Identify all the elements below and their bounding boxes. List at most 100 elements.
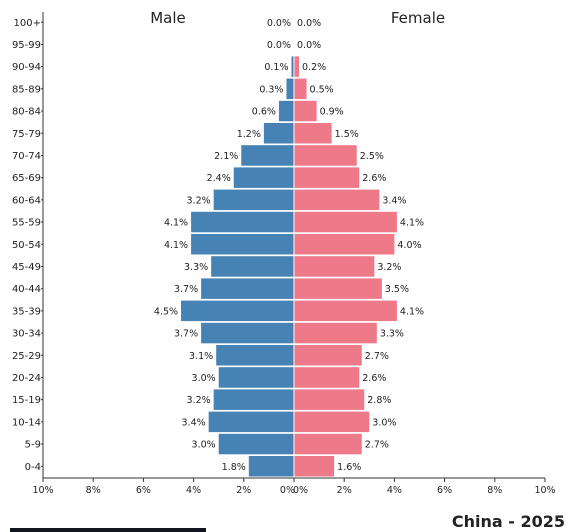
x-tick-label: 4% (186, 485, 201, 496)
age-group-label: 40-44 (12, 284, 41, 295)
age-group-label: 55-59 (12, 218, 41, 229)
female-bar-5-9 (294, 433, 362, 455)
male-bar-15-19 (213, 389, 294, 410)
male-bar-55-59 (191, 211, 294, 233)
female-value-label: 1.6% (337, 462, 361, 473)
female-value-label: 3.2% (377, 262, 401, 273)
male-bar-0-4 (248, 456, 294, 477)
age-group-label: 95-99 (12, 40, 41, 51)
male-value-label: 3.0% (192, 373, 216, 384)
female-value-label: 4.0% (397, 240, 421, 251)
male-value-label: 4.5% (154, 306, 178, 317)
male-value-label: 0.1% (264, 62, 288, 73)
male-value-label: 3.4% (182, 417, 206, 428)
male-value-label: 2.4% (207, 173, 231, 184)
x-tick-label: 10% (534, 485, 555, 496)
male-bar-25-29 (216, 345, 294, 366)
female-value-label: 1.5% (335, 129, 359, 140)
x-tick-label: 8% (86, 485, 101, 496)
age-group-label: 10-14 (12, 417, 41, 428)
x-tick-label: 0% (280, 485, 295, 496)
male-value-label: 3.3% (184, 262, 208, 273)
female-bar-45-49 (294, 256, 375, 277)
female-value-label: 2.7% (365, 351, 389, 362)
female-value-label: 3.0% (372, 417, 396, 428)
age-group-label: 100+ (14, 18, 41, 29)
female-bar-70-74 (294, 145, 357, 166)
x-tick-label: 10% (32, 485, 53, 496)
age-group-label: 15-19 (12, 395, 41, 406)
female-bar-75-79 (294, 123, 332, 144)
female-value-label: 2.6% (362, 373, 386, 384)
female-bar-25-29 (294, 345, 362, 366)
age-group-label: 65-69 (12, 173, 41, 184)
female-value-label: 0.0% (297, 40, 321, 51)
male-bar-70-74 (241, 145, 294, 166)
male-bar-75-79 (263, 123, 294, 144)
female-side-title: Female (391, 9, 445, 27)
male-value-label: 4.1% (164, 240, 188, 251)
x-tick-label: 8% (487, 485, 502, 496)
age-group-label: 45-49 (12, 262, 41, 273)
female-bar-35-39 (294, 300, 397, 322)
female-bar-85-89 (294, 78, 307, 100)
female-value-label: 0.2% (302, 62, 326, 73)
x-tick-label: 2% (337, 485, 352, 496)
male-bar-35-39 (181, 300, 294, 322)
female-bar-20-24 (294, 367, 360, 388)
female-bar-50-54 (294, 234, 395, 255)
male-bar-40-44 (201, 278, 294, 299)
male-value-label: 1.8% (222, 462, 246, 473)
female-bar-15-19 (294, 389, 365, 410)
bars-group: 0.0% 0.0% 0.0% 0.0% 0.1% 0.2% 0.3% 0.5% 0.6% 0.9%… (154, 18, 424, 477)
age-group-label: 80-84 (12, 107, 41, 118)
age-group-label: 0-4 (25, 462, 41, 473)
male-bar-10-14 (208, 411, 294, 433)
male-value-label: 0.0% (267, 40, 291, 51)
male-value-label: 3.2% (187, 195, 211, 206)
male-value-label: 3.2% (187, 395, 211, 406)
male-bar-60-64 (213, 189, 294, 211)
male-value-label: 4.1% (164, 218, 188, 229)
female-value-label: 0.5% (310, 84, 334, 95)
female-bar-10-14 (294, 411, 370, 433)
age-group-label: 20-24 (12, 373, 41, 384)
female-value-label: 3.5% (385, 284, 409, 295)
male-bar-80-84 (278, 100, 294, 122)
female-value-label: 3.4% (382, 195, 406, 206)
male-bar-65-69 (233, 167, 294, 188)
male-value-label: 3.7% (174, 284, 198, 295)
male-bar-45-49 (211, 256, 294, 277)
x-tick-label: 0% (293, 485, 308, 496)
female-value-label: 0.0% (297, 18, 321, 29)
male-bar-5-9 (218, 433, 294, 455)
male-value-label: 0.6% (252, 107, 276, 118)
female-bar-30-34 (294, 322, 377, 344)
female-value-label: 4.1% (400, 306, 424, 317)
male-bar-85-89 (286, 78, 294, 100)
male-value-label: 3.1% (189, 351, 213, 362)
female-value-label: 0.9% (320, 107, 344, 118)
male-bar-90-94 (291, 56, 294, 77)
female-bar-65-69 (294, 167, 360, 188)
x-tick-label: 6% (437, 485, 452, 496)
female-bar-55-59 (294, 211, 397, 233)
age-group-label: 5-9 (25, 440, 41, 451)
x-tick-label: 2% (236, 485, 251, 496)
x-tick-label: 4% (387, 485, 402, 496)
male-value-label: 3.7% (174, 329, 198, 340)
male-value-label: 0.0% (267, 18, 291, 29)
female-bar-60-64 (294, 189, 380, 211)
age-group-label: 85-89 (12, 84, 41, 95)
male-bar-20-24 (218, 367, 294, 388)
age-group-label: 60-64 (12, 195, 41, 206)
female-value-label: 2.5% (360, 151, 384, 162)
male-bar-50-54 (191, 234, 294, 255)
x-tick-label: 6% (136, 485, 151, 496)
male-value-label: 3.0% (192, 440, 216, 451)
female-bar-90-94 (294, 56, 300, 77)
female-value-label: 4.1% (400, 218, 424, 229)
footer-bar (10, 528, 206, 532)
female-value-label: 3.3% (380, 329, 404, 340)
